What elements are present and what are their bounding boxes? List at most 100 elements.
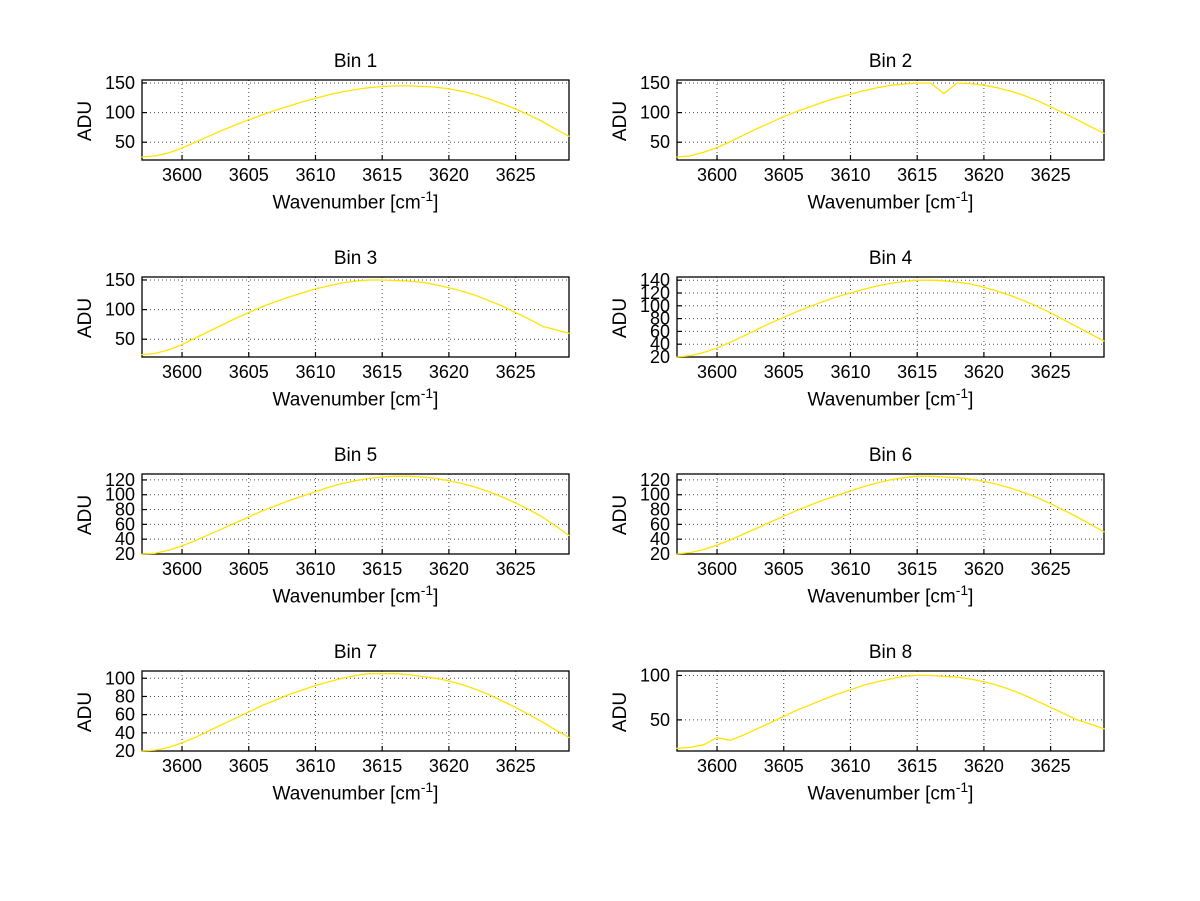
x-axis-label-close: ] <box>433 783 439 805</box>
x-axis-label-text: Wavenumber [cm <box>807 586 956 608</box>
chart-title: Bin 2 <box>868 51 913 72</box>
svg-text:3615: 3615 <box>362 362 402 382</box>
svg-text:100: 100 <box>105 300 135 320</box>
svg-text:3600: 3600 <box>162 559 202 579</box>
svg-text:3620: 3620 <box>429 559 469 579</box>
subplot-bin-8: ADU Bin 8 3600 3605 3610 3615 3620 3625 50 100 … <box>607 641 1112 838</box>
svg-text:120: 120 <box>640 283 670 303</box>
svg-text:3625: 3625 <box>1031 756 1071 776</box>
subplot-bin-2: ADU Bin 2 3600 3605 3610 3615 3620 3625 50 100 1… <box>607 50 1112 247</box>
svg-text:100: 100 <box>105 103 135 123</box>
x-axis-label-close: ] <box>968 783 974 805</box>
svg-text:3610: 3610 <box>830 756 870 776</box>
subplot-bin-7: ADU Bin 7 3600 3605 3610 3615 3620 3625 20 40 60… <box>72 641 577 838</box>
svg-text:3620: 3620 <box>964 559 1004 579</box>
x-axis-label-close: ] <box>433 586 439 608</box>
svg-text:60: 60 <box>650 321 670 341</box>
svg-text:50: 50 <box>115 329 135 349</box>
svg-text:100: 100 <box>640 296 670 316</box>
y-axis-label: ADU <box>74 275 98 361</box>
svg-text:3605: 3605 <box>229 756 269 776</box>
x-axis-label-close: ] <box>433 192 439 214</box>
svg-text:20: 20 <box>650 347 670 367</box>
svg-text:60: 60 <box>650 514 670 534</box>
y-axis-label-text: ADU <box>75 297 96 339</box>
svg-text:100: 100 <box>640 103 670 123</box>
x-axis-label-sup: -1 <box>420 188 434 204</box>
x-axis-label-sup: -1 <box>955 582 969 598</box>
svg-text:3600: 3600 <box>697 559 737 579</box>
x-axis-label-close: ] <box>968 192 974 214</box>
y-axis-label-text: ADU <box>610 100 631 142</box>
svg-text:3625: 3625 <box>1031 165 1071 185</box>
svg-text:3615: 3615 <box>362 756 402 776</box>
x-axis-label-text: Wavenumber [cm <box>272 192 421 214</box>
svg-text:80: 80 <box>650 309 670 329</box>
chart-title: Bin 7 <box>333 642 378 663</box>
svg-text:3625: 3625 <box>496 756 536 776</box>
y-axis-label: ADU <box>74 669 98 755</box>
svg-text:50: 50 <box>115 132 135 152</box>
svg-text:3600: 3600 <box>697 165 737 185</box>
plot-area-bin-8: 3600 3605 3610 3615 3620 3625 50 100 <box>640 667 1105 776</box>
subplot-bin-3: ADU Bin 3 3600 3605 3610 3615 3620 3625 50 100 1… <box>72 247 577 444</box>
y-axis-label: ADU <box>609 472 633 558</box>
svg-text:120: 120 <box>640 470 670 490</box>
svg-text:50: 50 <box>650 710 670 730</box>
svg-text:3615: 3615 <box>897 756 937 776</box>
svg-text:3620: 3620 <box>964 756 1004 776</box>
y-axis-label: ADU <box>74 78 98 164</box>
x-axis-label: Wavenumber [cm-1] <box>677 779 1104 805</box>
svg-text:3620: 3620 <box>429 756 469 776</box>
svg-text:3625: 3625 <box>496 165 536 185</box>
svg-text:3605: 3605 <box>764 362 804 382</box>
x-axis-label-text: Wavenumber [cm <box>807 783 956 805</box>
x-axis-label: Wavenumber [cm-1] <box>142 188 569 214</box>
plot-area-bin-1: 3600 3605 3610 3615 3620 3625 50 100 150 <box>105 76 570 185</box>
svg-text:40: 40 <box>650 529 670 549</box>
x-axis-label-close: ] <box>433 389 439 411</box>
svg-text:3600: 3600 <box>697 362 737 382</box>
svg-text:3610: 3610 <box>830 559 870 579</box>
svg-text:150: 150 <box>105 273 135 290</box>
svg-text:100: 100 <box>105 668 135 688</box>
svg-text:50: 50 <box>650 132 670 152</box>
svg-text:3625: 3625 <box>496 559 536 579</box>
svg-text:3620: 3620 <box>429 165 469 185</box>
x-axis-label-sup: -1 <box>955 188 969 204</box>
chart-title: Bin 5 <box>333 445 378 466</box>
svg-text:3605: 3605 <box>764 756 804 776</box>
svg-text:150: 150 <box>640 76 670 93</box>
svg-text:3600: 3600 <box>697 756 737 776</box>
svg-text:60: 60 <box>115 514 135 534</box>
svg-text:40: 40 <box>650 334 670 354</box>
svg-text:3600: 3600 <box>162 362 202 382</box>
svg-text:3600: 3600 <box>162 165 202 185</box>
subplot-bin-1: ADU Bin 1 3600 3605 3610 3615 3620 3625 50 100 1… <box>72 50 577 247</box>
x-axis-label: Wavenumber [cm-1] <box>677 582 1104 608</box>
y-axis-label: ADU <box>74 472 98 558</box>
svg-text:80: 80 <box>650 500 670 520</box>
x-axis-label-text: Wavenumber [cm <box>807 192 956 214</box>
x-axis-label: Wavenumber [cm-1] <box>142 582 569 608</box>
svg-text:3615: 3615 <box>897 559 937 579</box>
x-axis-label-sup: -1 <box>420 582 434 598</box>
svg-text:100: 100 <box>640 667 670 685</box>
y-axis-label: ADU <box>609 669 633 755</box>
svg-text:80: 80 <box>115 500 135 520</box>
svg-text:3600: 3600 <box>162 756 202 776</box>
x-axis-label-text: Wavenumber [cm <box>272 586 421 608</box>
x-axis-label: Wavenumber [cm-1] <box>677 188 1104 214</box>
y-axis-label-text: ADU <box>75 100 96 142</box>
svg-text:3610: 3610 <box>295 756 335 776</box>
svg-text:3625: 3625 <box>496 362 536 382</box>
svg-text:80: 80 <box>115 686 135 706</box>
y-axis-label-text: ADU <box>610 494 631 536</box>
svg-text:3615: 3615 <box>897 165 937 185</box>
x-axis-label-close: ] <box>968 586 974 608</box>
y-axis-label-text: ADU <box>610 297 631 339</box>
x-axis-label-text: Wavenumber [cm <box>272 783 421 805</box>
